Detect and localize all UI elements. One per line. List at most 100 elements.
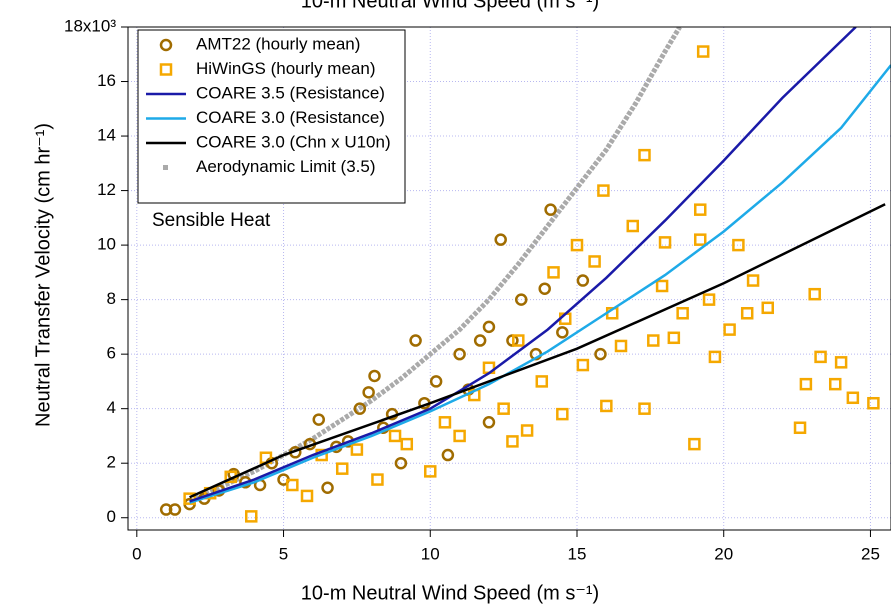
point [638, 402, 651, 415]
plot-area [159, 27, 891, 523]
legend-swatch [159, 38, 173, 52]
point [708, 350, 722, 364]
legend-label: COARE 3.0 (Resistance) [196, 108, 385, 127]
point [362, 386, 375, 399]
point [588, 255, 601, 268]
point [441, 448, 455, 462]
series-line [194, 27, 682, 501]
point [494, 233, 507, 246]
point [388, 429, 402, 443]
y-axis-label: Neutral Transfer Velocity (cm hr⁻¹) [32, 123, 54, 427]
point [647, 334, 660, 347]
point [570, 238, 584, 252]
point [600, 399, 613, 413]
point [473, 334, 487, 347]
point [614, 339, 628, 353]
annotation: Sensible Heat [152, 210, 271, 231]
x-tick-label: 5 [279, 544, 288, 563]
point [312, 413, 325, 426]
y-tick-label: 10 [97, 235, 116, 254]
point [597, 184, 610, 197]
point [694, 203, 707, 216]
point [576, 274, 590, 287]
series-line [189, 27, 857, 503]
series-line [189, 64, 891, 504]
point [535, 375, 549, 388]
x-tick-label: 15 [568, 544, 587, 563]
point [512, 334, 525, 347]
x-tick-label: 0 [132, 544, 141, 563]
x-axis-label: 10-m Neutral Wind Speed (m s⁻¹) [301, 582, 599, 604]
x-tick-label: 20 [714, 544, 733, 563]
point [667, 331, 681, 345]
point [834, 356, 848, 369]
point [740, 307, 754, 320]
legend-label: Aerodynamic Limit (3.5) [196, 157, 376, 176]
y-tick-label: 16 [97, 71, 116, 90]
point [688, 437, 701, 451]
series-line [189, 203, 886, 499]
point [658, 236, 672, 249]
point [702, 293, 716, 306]
point [168, 503, 182, 516]
point [594, 347, 607, 361]
legend-label: AMT22 (hourly mean) [196, 34, 360, 53]
point [799, 377, 813, 391]
legend-box [137, 29, 406, 204]
point [732, 238, 745, 252]
point [321, 481, 334, 494]
point [626, 219, 640, 233]
point [547, 266, 560, 279]
point [245, 510, 258, 523]
point [514, 293, 528, 306]
x-tick-label: 25 [861, 544, 880, 563]
point [335, 462, 349, 475]
point [676, 307, 689, 320]
y-tick-label: 18x10³ [64, 16, 116, 35]
point [867, 396, 880, 410]
top-axis-label: 10-m Neutral Wind Speed (m s⁻¹) [301, 0, 599, 12]
point [655, 279, 669, 293]
point [438, 416, 452, 429]
plot-frame [127, 26, 891, 531]
point [394, 456, 408, 470]
point [300, 489, 314, 503]
y-tick-label: 8 [107, 289, 116, 308]
legend-label: COARE 3.5 (Resistance) [196, 83, 385, 102]
legend-label: HiWinGS (hourly mean) [196, 59, 376, 78]
y-tick-label: 4 [107, 398, 116, 417]
point [696, 45, 710, 58]
y-tick-label: 0 [107, 507, 116, 526]
point [286, 478, 299, 492]
point [371, 473, 384, 486]
point [538, 282, 551, 295]
point [544, 203, 557, 216]
point [453, 429, 466, 443]
y-tick-label: 12 [97, 180, 116, 199]
point [746, 274, 760, 287]
point [828, 377, 842, 391]
point [638, 148, 651, 162]
point [520, 424, 534, 437]
point [368, 369, 381, 383]
point [761, 301, 774, 315]
point [576, 358, 590, 372]
point [409, 334, 422, 347]
point [482, 320, 496, 334]
point [694, 233, 707, 246]
point [350, 443, 364, 456]
point [556, 326, 569, 339]
point [814, 350, 827, 364]
point [723, 323, 736, 336]
point [808, 287, 821, 301]
point [400, 437, 414, 451]
x-tick-label: 10 [421, 544, 440, 563]
point [482, 416, 496, 429]
point [846, 391, 860, 405]
point [506, 435, 519, 448]
legend: AMT22 (hourly mean) HiWinGS (hourly mean)… [146, 34, 391, 176]
legend-label: COARE 3.0 (Chn x U10n) [196, 132, 391, 151]
legend-swatch [163, 165, 168, 170]
point [453, 347, 466, 361]
